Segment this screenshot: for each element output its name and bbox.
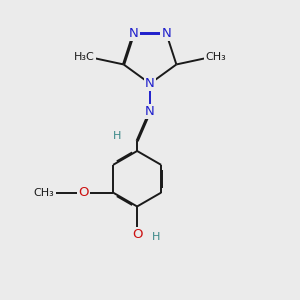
Text: H₃C: H₃C	[74, 52, 95, 61]
Text: O: O	[78, 186, 88, 199]
Text: H: H	[113, 131, 122, 141]
Text: CH₃: CH₃	[205, 52, 226, 61]
Text: CH₃: CH₃	[33, 188, 54, 198]
Text: H: H	[152, 232, 160, 242]
Text: N: N	[161, 27, 171, 40]
Text: N: N	[145, 77, 155, 90]
Text: N: N	[145, 105, 155, 118]
Text: N: N	[129, 27, 139, 40]
Text: O: O	[132, 228, 142, 241]
